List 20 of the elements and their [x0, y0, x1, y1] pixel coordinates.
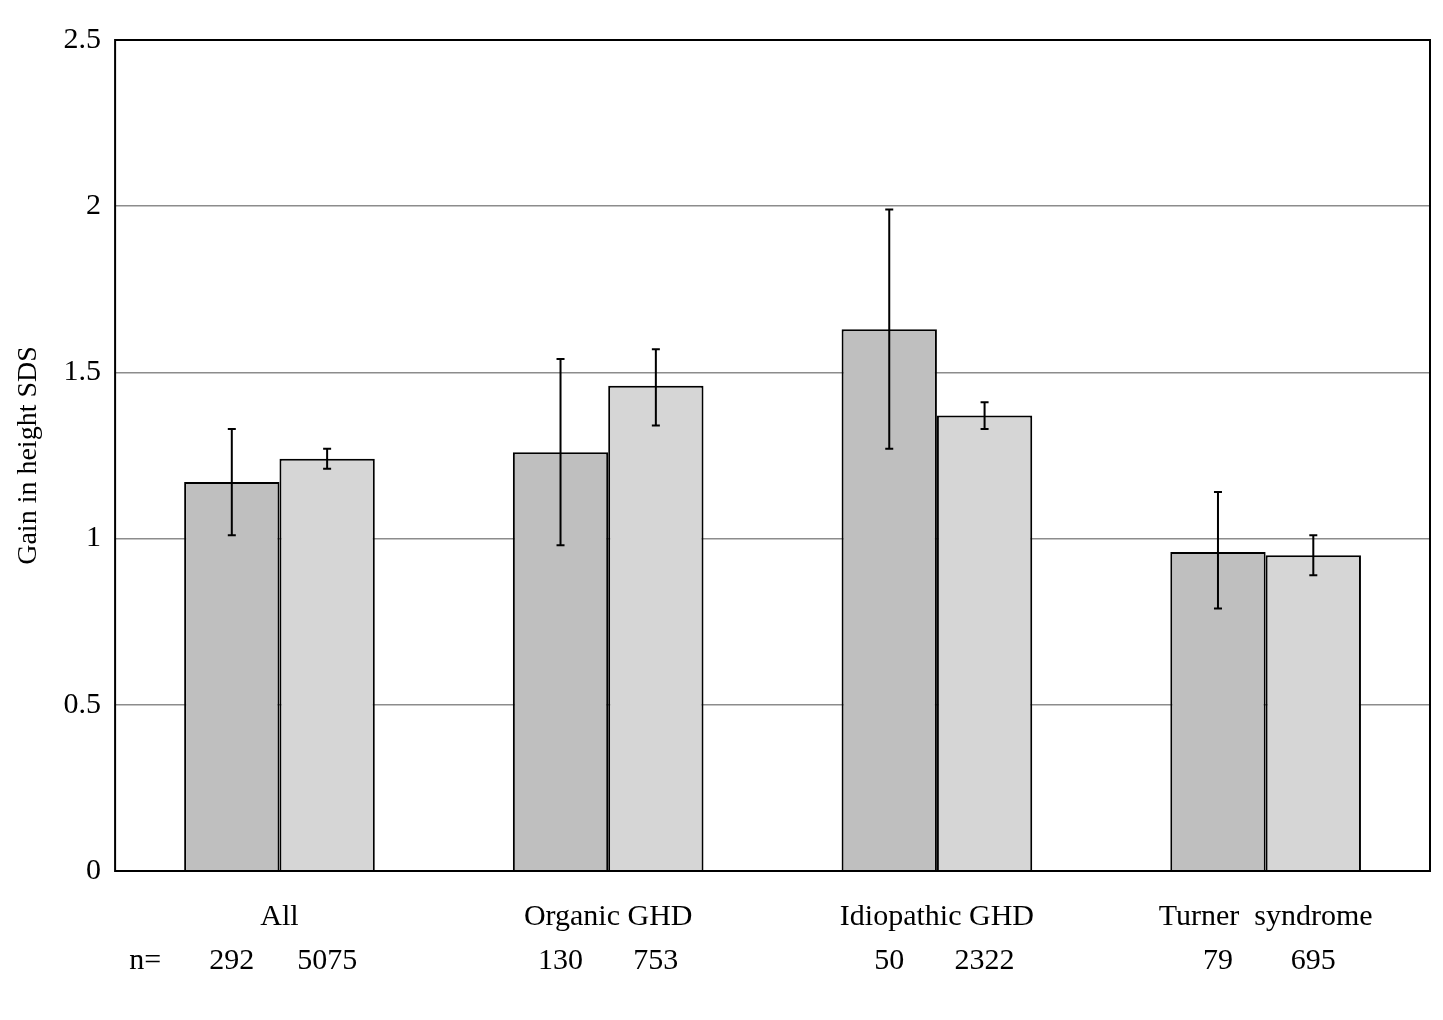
x-tick-label: Idiopathic GHD	[839, 897, 1034, 931]
x-tick-label: Organic GHD	[523, 897, 693, 931]
text: 695	[1290, 941, 1336, 975]
y-tick-label: 0	[86, 851, 102, 885]
y-tick-label: 1.5	[63, 353, 102, 387]
text: 2322	[954, 941, 1015, 975]
y-tick-label: 1	[86, 519, 102, 553]
text: 79	[1202, 941, 1233, 975]
text: n=	[129, 941, 162, 975]
text: 5075	[297, 941, 358, 975]
y-tick-label: 2	[86, 187, 102, 221]
text: 130	[538, 941, 584, 975]
text: 753	[633, 941, 679, 975]
text: 292	[209, 941, 255, 975]
text: 50	[874, 941, 905, 975]
y-tick-label: 2.5	[63, 20, 102, 54]
y-tick-label: 0.5	[63, 685, 102, 719]
x-tick-label: All	[260, 897, 299, 931]
x-tick-label: Turner syndrome	[1158, 897, 1373, 931]
y-axis-title: Gain in height SDS	[11, 346, 43, 565]
